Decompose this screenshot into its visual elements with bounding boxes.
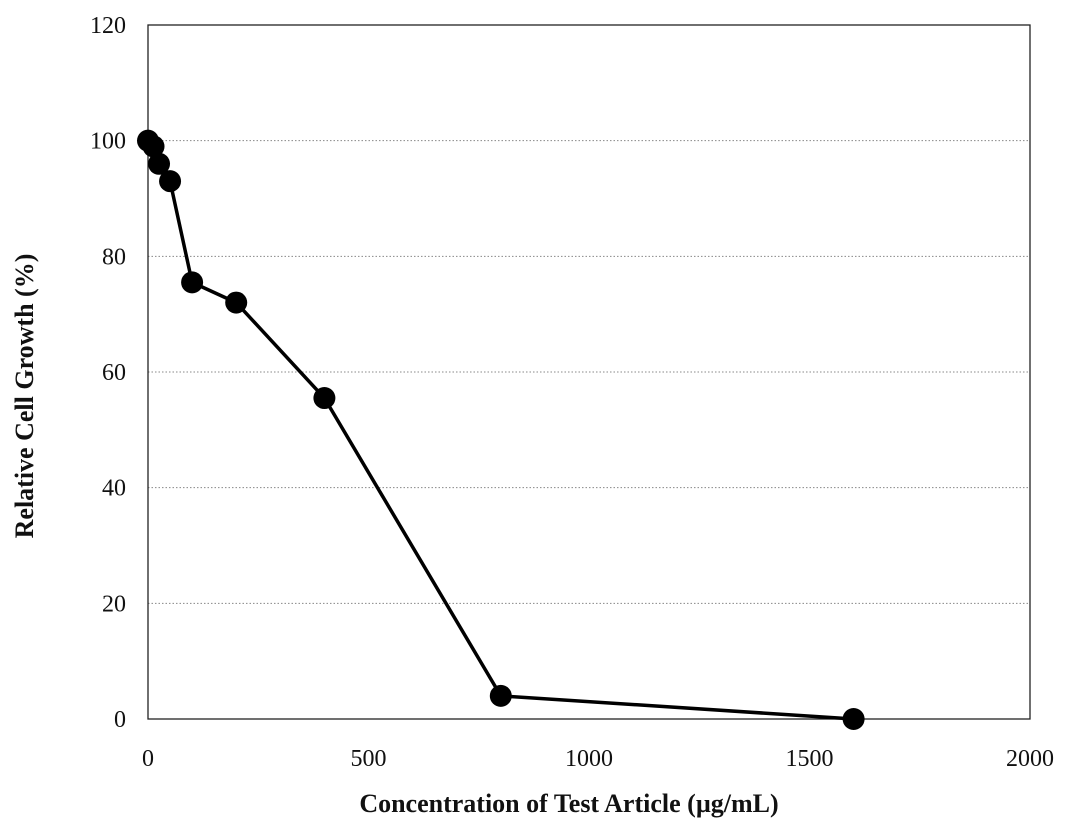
y-tick-label: 40 [102, 476, 126, 502]
data-point [148, 152, 171, 175]
data-point [313, 387, 336, 410]
x-tick-label: 2000 [1006, 746, 1054, 772]
y-tick-label: 20 [102, 591, 126, 617]
y-tick-label: 120 [90, 13, 126, 39]
x-axis-title: Concentration of Test Article (µg/mL) [359, 789, 778, 818]
y-tick-label: 80 [102, 244, 126, 270]
series-line [146, 139, 854, 721]
data-point [142, 135, 165, 158]
data-point [159, 170, 182, 193]
plot-area-border [147, 24, 1031, 720]
x-tick-label: 500 [351, 746, 387, 772]
y-tick-label: 0 [114, 707, 126, 733]
data-point [225, 291, 248, 314]
data-point [181, 271, 204, 294]
x-axis-ticks: 0 500 1000 1500 2000 [142, 746, 1054, 772]
y-tick-label: 60 [102, 360, 126, 386]
x-tick-label: 1500 [786, 746, 834, 772]
y-tick-label: 100 [90, 129, 126, 155]
data-point [489, 684, 512, 707]
y-axis-ticks: 0 20 40 60 80 100 120 [90, 13, 126, 733]
x-tick-label: 0 [142, 746, 154, 772]
y-axis-title: Relative Cell Growth (%) [10, 254, 39, 539]
x-tick-label: 1000 [565, 746, 613, 772]
gridlines [148, 140, 1030, 604]
series-layer [137, 129, 865, 730]
data-point [842, 708, 865, 730]
